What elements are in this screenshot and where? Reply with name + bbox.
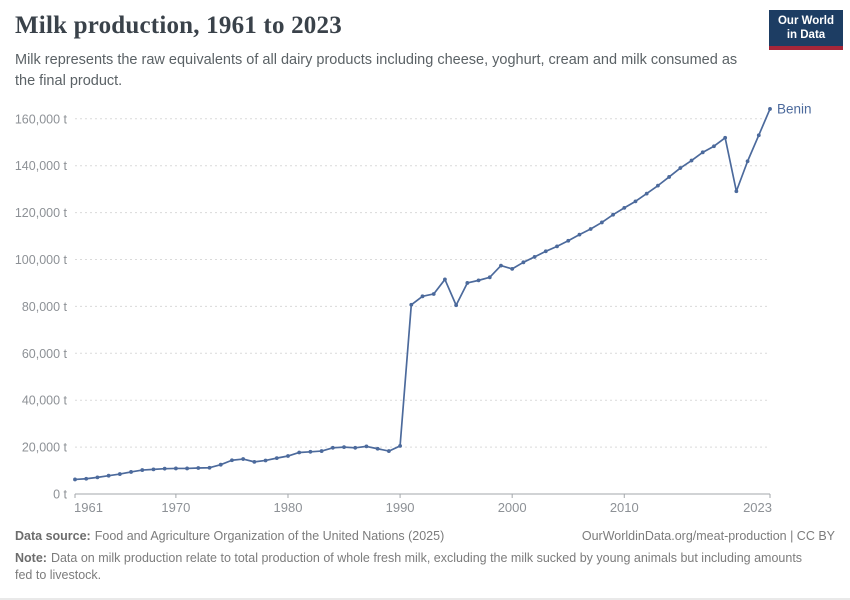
data-point — [185, 466, 189, 471]
data-point — [230, 458, 234, 463]
owid-logo-line1: Our World — [777, 15, 834, 27]
owid-url-link[interactable]: OurWorldinData.org/meat-production | CC … — [581, 529, 835, 543]
y-axis-tick-label: 160,000 t — [15, 112, 68, 126]
line-chart-plot-area[interactable]: 0 t 20,000 t 40,000 t 60,000 t 80,000 t 100,0… — [0, 0, 850, 530]
data-point — [555, 244, 559, 249]
data-point — [633, 199, 638, 204]
data-point — [129, 470, 133, 474]
y-axis-tick-label: 0 t — [53, 488, 67, 502]
data-point — [510, 266, 515, 271]
data-point — [543, 249, 548, 254]
chart-header: Milk production, 1961 to 2023 Milk repre… — [15, 12, 835, 91]
series-line — [74, 108, 771, 481]
x-axis-tick-label: 1990 — [386, 500, 415, 515]
y-axis-tick-label: 20,000 t — [22, 441, 68, 455]
data-point — [566, 238, 571, 243]
data-point — [241, 457, 246, 461]
data-point — [611, 212, 615, 217]
data-point — [700, 150, 705, 155]
data-point — [689, 158, 694, 163]
data-point — [644, 191, 649, 196]
data-point — [487, 275, 492, 280]
data-point — [162, 466, 167, 471]
data-point — [353, 445, 358, 450]
data-point — [667, 175, 672, 179]
data-point — [286, 454, 290, 458]
data-point — [443, 277, 447, 282]
data-point — [263, 458, 268, 463]
data-source-text: Food and Agriculture Organization of the… — [94, 529, 445, 543]
data-point — [656, 183, 660, 188]
data-point — [308, 449, 313, 454]
chart-footer: Data source: Food and Agriculture Organiz… — [15, 529, 835, 584]
data-point — [95, 475, 100, 480]
owid-logo[interactable]: Our World in Data — [769, 10, 843, 50]
data-point — [84, 476, 89, 481]
x-axis-tick-label: 1961 — [74, 500, 103, 515]
data-point — [342, 445, 346, 449]
data-point — [140, 468, 145, 472]
data-point — [252, 459, 257, 464]
y-axis-tick-label: 80,000 t — [22, 300, 68, 314]
note-label: Note: — [15, 551, 47, 565]
x-axis-tick-label: 1980 — [274, 500, 303, 515]
data-point — [364, 444, 369, 449]
data-point — [532, 255, 537, 259]
data-point — [398, 444, 402, 448]
data-point — [431, 292, 436, 296]
data-point — [588, 227, 593, 231]
data-source: Data source: Food and Agriculture Organiz… — [15, 529, 444, 543]
data-point — [330, 445, 335, 450]
data-point — [117, 472, 122, 476]
data-point — [375, 446, 380, 451]
x-axis-tick-label: 2000 — [498, 500, 527, 515]
data-point — [723, 135, 728, 140]
data-source-label: Data source: — [15, 529, 91, 543]
source-row: Data source: Food and Agriculture Organiz… — [15, 529, 835, 543]
data-point — [454, 303, 459, 308]
x-axis-tick-label: 2023 — [743, 500, 772, 515]
data-point — [745, 159, 750, 164]
data-point — [756, 133, 761, 138]
data-point — [599, 220, 604, 225]
y-axis-tick-label: 60,000 t — [22, 347, 68, 361]
data-point — [409, 302, 414, 307]
data-point — [678, 166, 683, 170]
data-point — [173, 466, 178, 471]
y-axis-tick-label: 40,000 t — [22, 394, 68, 408]
data-point — [218, 462, 223, 467]
data-point — [521, 260, 526, 265]
data-point — [73, 477, 77, 482]
y-axis-tick-label: 120,000 t — [15, 206, 68, 220]
data-point — [274, 456, 279, 461]
data-point — [622, 206, 627, 210]
data-point — [151, 467, 156, 472]
chart-title: Milk production, 1961 to 2023 — [15, 12, 342, 39]
chart-subtitle: Milk represents the raw equivalents of a… — [15, 52, 738, 89]
x-axis-tick-label: 2010 — [610, 500, 639, 515]
data-point — [106, 473, 111, 478]
data-point — [712, 144, 716, 149]
data-point — [319, 449, 324, 453]
data-point — [734, 189, 739, 194]
data-point — [476, 278, 481, 283]
data-point — [577, 232, 582, 237]
data-point — [768, 107, 772, 111]
owid-logo-line2: in Data — [786, 28, 826, 41]
note: Note: Data on milk production relate to t… — [15, 550, 817, 584]
data-point — [207, 465, 212, 470]
entity-label[interactable]: Benin — [777, 101, 812, 116]
x-axis-tick-label: 1970 — [161, 500, 190, 515]
data-point — [386, 449, 391, 453]
data-point — [465, 281, 470, 285]
y-axis-tick-label: 100,000 t — [15, 253, 68, 267]
data-point — [196, 466, 201, 470]
y-axis-tick-label: 140,000 t — [15, 159, 68, 173]
data-point — [420, 294, 425, 299]
data-point — [297, 450, 302, 455]
data-point — [499, 263, 503, 268]
bottom-divider — [0, 598, 850, 600]
note-text: Data on milk production relate to total … — [15, 551, 803, 582]
